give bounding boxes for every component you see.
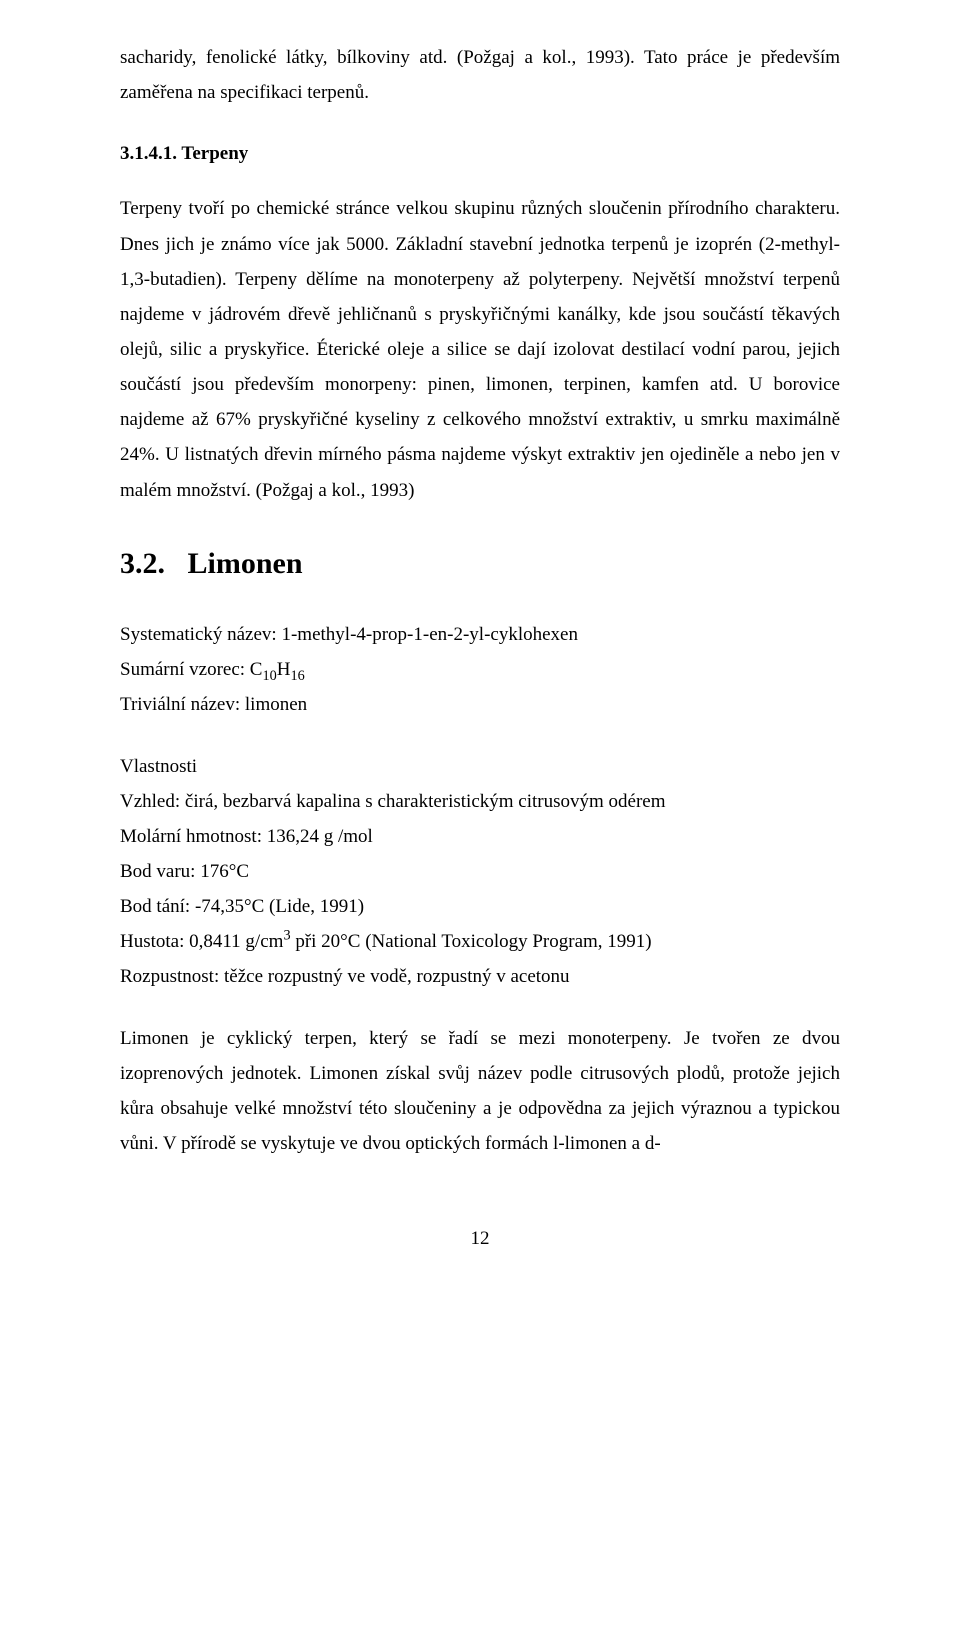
solubility-value: těžce rozpustný ve vodě, rozpustný v ace… xyxy=(224,966,570,987)
heading-title: Limonen xyxy=(188,547,303,580)
spacer xyxy=(120,723,840,749)
boiling-point-value: 176°C xyxy=(200,861,249,882)
properties-heading: Vlastnosti xyxy=(120,749,840,784)
appearance-line: Vzhled: čirá, bezbarvá kapalina s charak… xyxy=(120,784,840,819)
document-page: sacharidy, fenolické látky, bílkoviny at… xyxy=(0,0,960,1640)
heading-number: 3.2. xyxy=(120,547,165,580)
spacer xyxy=(120,995,840,1021)
formula-label: Sumární vzorec: xyxy=(120,659,245,680)
solubility-label: Rozpustnost: xyxy=(120,966,219,987)
heading-title: Terpeny xyxy=(181,143,248,164)
limonen-body: Limonen je cyklický terpen, který se řad… xyxy=(120,1021,840,1162)
molar-mass-value: 136,24 g /mol xyxy=(267,826,373,847)
density-value: 0,8411 g/cm3 při 20°C (National Toxicolo… xyxy=(189,931,652,952)
melting-point-value: -74,35°C (Lide, 1991) xyxy=(195,896,364,917)
trivial-label: Triviální název: xyxy=(120,694,240,715)
trivial-name-line: Triviální název: limonen xyxy=(120,687,840,722)
systematic-name-line: Systematický název: 1-methyl-4-prop-1-en… xyxy=(120,617,840,652)
terpeny-body: Terpeny tvoří po chemické stránce velkou… xyxy=(120,191,840,507)
heading-3-1-4-1: 3.1.4.1. Terpeny xyxy=(120,136,840,171)
density-line: Hustota: 0,8411 g/cm3 při 20°C (National… xyxy=(120,924,840,959)
molar-mass-line: Molární hmotnost: 136,24 g /mol xyxy=(120,819,840,854)
systematic-label: Systematický název: xyxy=(120,624,277,645)
trivial-value: limonen xyxy=(245,694,307,715)
molar-mass-label: Molární hmotnost: xyxy=(120,826,262,847)
melting-point-line: Bod tání: -74,35°C (Lide, 1991) xyxy=(120,889,840,924)
appearance-label: Vzhled: xyxy=(120,791,180,812)
systematic-value: 1-methyl-4-prop-1-en-2-yl-cyklohexen xyxy=(281,624,578,645)
boiling-point-label: Bod varu: xyxy=(120,861,195,882)
heading-number: 3.1.4.1. xyxy=(120,143,177,164)
heading-3-2: 3.2. Limonen xyxy=(120,536,840,592)
intro-paragraph: sacharidy, fenolické látky, bílkoviny at… xyxy=(120,40,840,110)
formula-value: C10H16 xyxy=(250,659,305,680)
solubility-line: Rozpustnost: těžce rozpustný ve vodě, ro… xyxy=(120,959,840,994)
boiling-point-line: Bod varu: 176°C xyxy=(120,854,840,889)
formula-line: Sumární vzorec: C10H16 xyxy=(120,652,840,687)
melting-point-label: Bod tání: xyxy=(120,896,190,917)
appearance-value: čirá, bezbarvá kapalina s charakteristic… xyxy=(185,791,666,812)
density-label: Hustota: xyxy=(120,931,184,952)
page-number: 12 xyxy=(120,1221,840,1256)
